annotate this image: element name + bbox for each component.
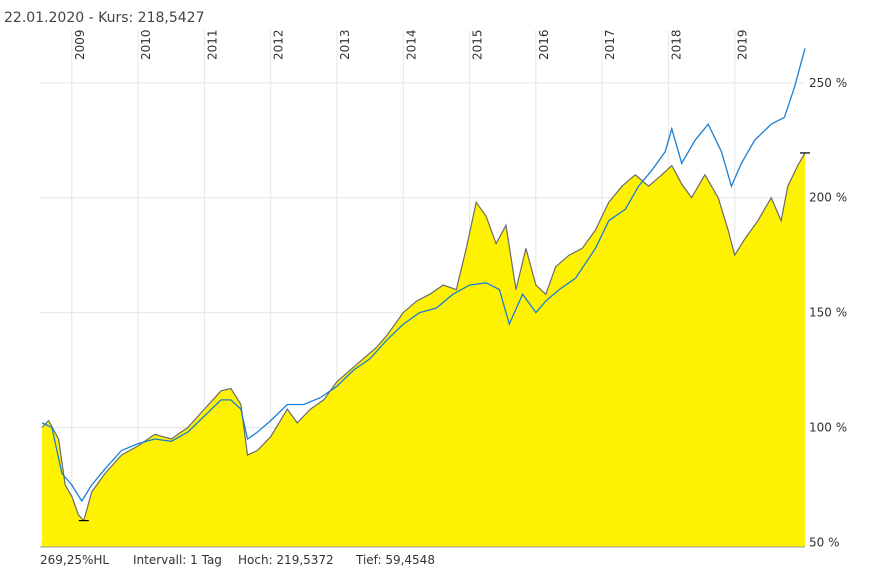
y-tick-label: 250 %	[809, 76, 847, 90]
footer-item: Tief: 59,4548	[355, 553, 435, 567]
x-tick-label: 2017	[603, 29, 617, 60]
y-tick-label: 100 %	[809, 421, 847, 435]
x-tick-label: 2019	[736, 29, 750, 60]
x-tick-label: 2012	[272, 29, 286, 60]
area	[41, 152, 806, 547]
x-tick-label: 2010	[139, 29, 153, 60]
line	[41, 48, 806, 503]
x-tick-label: 2015	[471, 29, 485, 60]
x-tick-label: 2013	[338, 29, 352, 60]
y-tick-label: 50 %	[809, 535, 840, 549]
y-tick-label: 150 %	[809, 306, 847, 320]
y-tick-label: 200 %	[809, 191, 847, 205]
footer-item: 269,25%HL	[40, 553, 109, 567]
header-title: 22.01.2020 - Kurs: 218,5427	[4, 10, 204, 26]
x-tick-label: 2016	[537, 29, 551, 60]
area-outline	[41, 152, 806, 522]
footer-item: Hoch: 219,5372	[238, 553, 334, 567]
x-tick-label: 2014	[404, 29, 418, 60]
x-tick-label: 2018	[669, 29, 683, 60]
x-tick-label: 2011	[205, 29, 219, 60]
footer-item: Intervall: 1 Tag	[133, 553, 222, 567]
x-tick-label: 2009	[73, 29, 87, 60]
